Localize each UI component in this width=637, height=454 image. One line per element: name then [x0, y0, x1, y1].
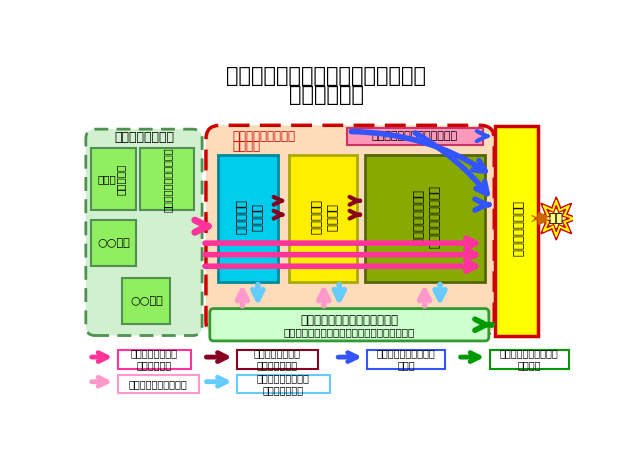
- Text: 科学研究費: 科学研究費: [116, 163, 125, 195]
- Text: 戦略的創造研究推進事業: 戦略的創造研究推進事業: [162, 147, 172, 212]
- Text: ソフトウェア開発プログラム: ソフトウェア開発プログラム: [371, 131, 457, 141]
- Bar: [218, 154, 278, 281]
- Text: 基礎研究事業から
本事業へ移行: 基礎研究事業から 本事業へ移行: [131, 348, 178, 370]
- Bar: [122, 278, 170, 324]
- Text: 本プログラム終了後、
事業化: 本プログラム終了後、 事業化: [376, 348, 435, 370]
- Bar: [237, 375, 330, 393]
- Bar: [367, 350, 445, 369]
- Bar: [118, 350, 191, 369]
- Bar: [91, 220, 136, 266]
- Polygon shape: [543, 205, 569, 232]
- Bar: [365, 154, 485, 281]
- Bar: [118, 375, 199, 393]
- Text: 各種基礎研究事業: 各種基礎研究事業: [114, 131, 174, 144]
- Polygon shape: [547, 209, 566, 228]
- Polygon shape: [538, 200, 575, 237]
- FancyBboxPatch shape: [206, 125, 494, 336]
- Text: 成果の事業化に向けた支援制度: 成果の事業化に向けた支援制度: [300, 315, 398, 327]
- Text: プロトタイプ実証・
実用化プログラム: プロトタイプ実証・ 実用化プログラム: [410, 186, 439, 249]
- Text: （独創的シーズ展開事業や他府省庁事業など）: （独創的シーズ展開事業や他府省庁事業など）: [283, 327, 415, 337]
- Bar: [347, 128, 483, 144]
- Text: ○○事業: ○○事業: [130, 296, 162, 306]
- Bar: [91, 148, 136, 210]
- Text: 本事業終了後、他の
支援制度へ移行: 本事業終了後、他の 支援制度へ移行: [257, 373, 310, 395]
- Text: 企業による製品化: 企業による製品化: [510, 201, 523, 257]
- Text: 他の支援制度から移行: 他の支援制度から移行: [129, 379, 187, 389]
- Text: ○○事業: ○○事業: [97, 238, 130, 248]
- Text: 市場: 市場: [548, 212, 564, 225]
- Bar: [289, 154, 357, 281]
- Text: プログラム間での
ステップアップ: プログラム間での ステップアップ: [254, 348, 301, 370]
- Text: 補助金: 補助金: [97, 174, 116, 184]
- Text: ロードマップ: ロードマップ: [289, 84, 364, 104]
- Text: 本事業を活用した上で
の事業化: 本事業を活用した上で の事業化: [500, 348, 559, 370]
- Text: 要素技術
プログラム: 要素技術 プログラム: [233, 200, 262, 235]
- Text: 機器開発: 機器開発: [233, 140, 261, 153]
- Text: 先端計測分析技術・: 先端計測分析技術・: [233, 130, 296, 143]
- Bar: [490, 350, 569, 369]
- Bar: [140, 148, 194, 210]
- Polygon shape: [534, 197, 578, 240]
- Text: 機器開発
プログラム: 機器開発 プログラム: [308, 200, 338, 235]
- Text: 先端計測分析機器の事業化に向けた: 先端計測分析機器の事業化に向けた: [226, 66, 426, 86]
- FancyBboxPatch shape: [86, 129, 202, 336]
- Bar: [237, 350, 318, 369]
- FancyBboxPatch shape: [210, 309, 489, 341]
- Bar: [495, 126, 538, 336]
